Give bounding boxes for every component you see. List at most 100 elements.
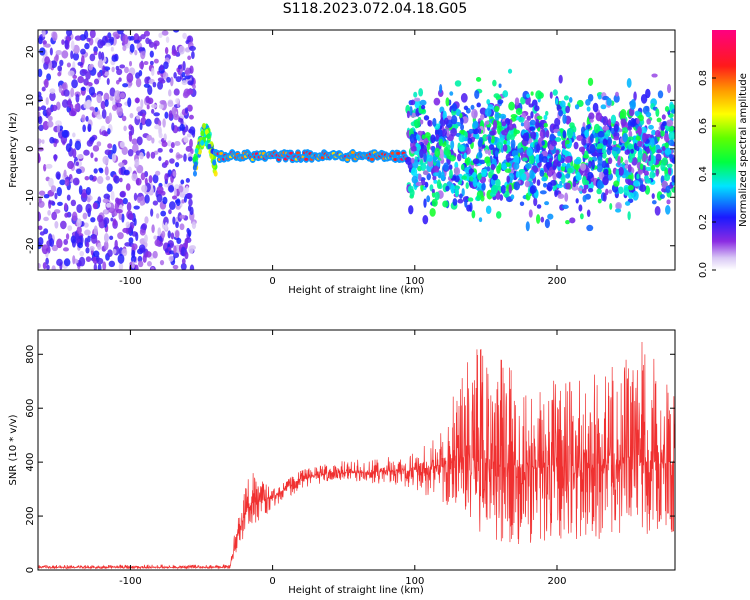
spectrogram-cell (168, 201, 176, 210)
spectrogram-cell (111, 152, 117, 162)
spectrogram-cell (96, 257, 104, 265)
spectrogram-cell (622, 132, 628, 143)
spectrogram-cell (554, 117, 561, 127)
spectrogram-cell (38, 211, 42, 222)
spectrogram-cell (612, 146, 619, 152)
spectrogram-cell (180, 262, 187, 270)
spectrogram-cell (138, 244, 146, 253)
spectrogram-cell (67, 225, 73, 232)
spectrogram-cell (129, 113, 134, 119)
spectrogram-cell (495, 178, 501, 188)
spectrogram-cell (520, 122, 525, 127)
spectrogram-cell (85, 247, 90, 254)
spectrogram-cell (431, 188, 435, 194)
spectrogram-cell (668, 154, 674, 159)
spectrogram-cell (471, 210, 476, 219)
spectrogram-cell (595, 136, 599, 144)
x-tick-label: -100 (119, 276, 142, 287)
y-tick-label: 0 (25, 146, 36, 152)
spectrogram-cell (48, 177, 54, 188)
spectrogram-cell (159, 260, 165, 266)
spectrogram-cell (612, 140, 617, 145)
spectrogram-cell (38, 36, 43, 45)
spectrogram-cell (422, 214, 429, 225)
spectrogram-cell (146, 261, 152, 267)
spectrogram-cell (134, 264, 139, 270)
spectrogram-cell (494, 111, 500, 121)
spectrogram-cell (70, 50, 74, 60)
spectrogram-cell (484, 108, 492, 117)
spectrogram-cell (141, 184, 148, 193)
spectrogram-cell (577, 187, 583, 192)
spectrogram-cell (172, 30, 180, 33)
spectrogram-cell (526, 93, 531, 99)
spectrogram-cell (112, 104, 118, 111)
y-tick-label: 10 (25, 94, 36, 107)
spectrogram-cell (581, 188, 587, 194)
spectrogram-cell (484, 156, 491, 164)
spectrogram-cell (76, 226, 82, 235)
spectrogram-cell (82, 124, 86, 133)
spectrogram-cell (173, 113, 180, 121)
spectrogram-cell (598, 171, 605, 180)
spectrogram-cell (135, 77, 142, 88)
spectrogram-cell (558, 109, 564, 117)
spectrogram-cell (67, 160, 75, 170)
spectrogram-cell (669, 126, 675, 132)
spectrogram-cell (480, 195, 485, 202)
spectrogram-cell (490, 163, 496, 171)
spectrogram-cell (55, 171, 61, 180)
spectrogram-cell (417, 173, 422, 182)
spectrogram-cell (500, 184, 506, 194)
spectrogram-cell (101, 130, 108, 137)
spectrogram-cell (462, 196, 470, 203)
spectrogram-cell (627, 164, 632, 173)
spectrogram-cell (193, 153, 198, 160)
spectrogram-cell (38, 196, 42, 204)
spectrogram-cell (58, 84, 63, 94)
spectrogram-cell (62, 247, 69, 252)
spectrogram-cell (448, 164, 453, 171)
spectrogram-cell (139, 200, 144, 206)
spectrogram-cell (524, 162, 532, 170)
spectrogram-cell (186, 227, 190, 234)
spectrogram-cell (488, 144, 495, 150)
spectrogram-cell (457, 198, 464, 204)
spectrogram-cell (140, 34, 146, 40)
spectrogram-cell (109, 95, 114, 101)
spectrogram-cell (164, 111, 169, 119)
spectrogram-cell (161, 30, 169, 36)
spectrogram-cell (607, 145, 613, 151)
spectrogram-cell (103, 240, 109, 251)
spectrogram-cell (627, 136, 634, 141)
spectrogram-cell (541, 176, 547, 182)
spectrogram-cell (565, 220, 570, 225)
spectrogram-cell (78, 256, 86, 267)
spectrogram-cell (492, 79, 497, 87)
spectrogram-cell (437, 129, 444, 137)
spectrogram-cell (168, 209, 172, 215)
spectrogram-cell (601, 148, 607, 154)
spectrogram-cell (144, 76, 150, 85)
spectrogram-cell (147, 85, 153, 96)
spectrogram-cell (72, 44, 80, 55)
spectrogram-cell (80, 86, 86, 91)
spectrogram-cell (56, 124, 61, 133)
spectrogram-cell (164, 248, 169, 253)
spectrogram-cell (104, 166, 109, 176)
spectrogram-cell (468, 176, 474, 182)
spectrogram-cell (521, 173, 527, 182)
spectrogram-cell (671, 157, 675, 164)
snr-series-line (38, 341, 675, 570)
spectrogram-cell (587, 124, 591, 130)
spectrogram-cell (587, 171, 594, 179)
spectrogram-cell (57, 71, 62, 77)
spectrogram-cell (596, 163, 604, 173)
spectrogram-cell (46, 264, 50, 270)
spectrogram-cell (89, 246, 95, 251)
spectrogram-cell (38, 124, 44, 132)
spectrogram-cell (212, 159, 217, 166)
spectrogram-cell (170, 76, 174, 87)
spectrogram-cell (159, 64, 164, 71)
spectrogram-cell (494, 150, 499, 158)
